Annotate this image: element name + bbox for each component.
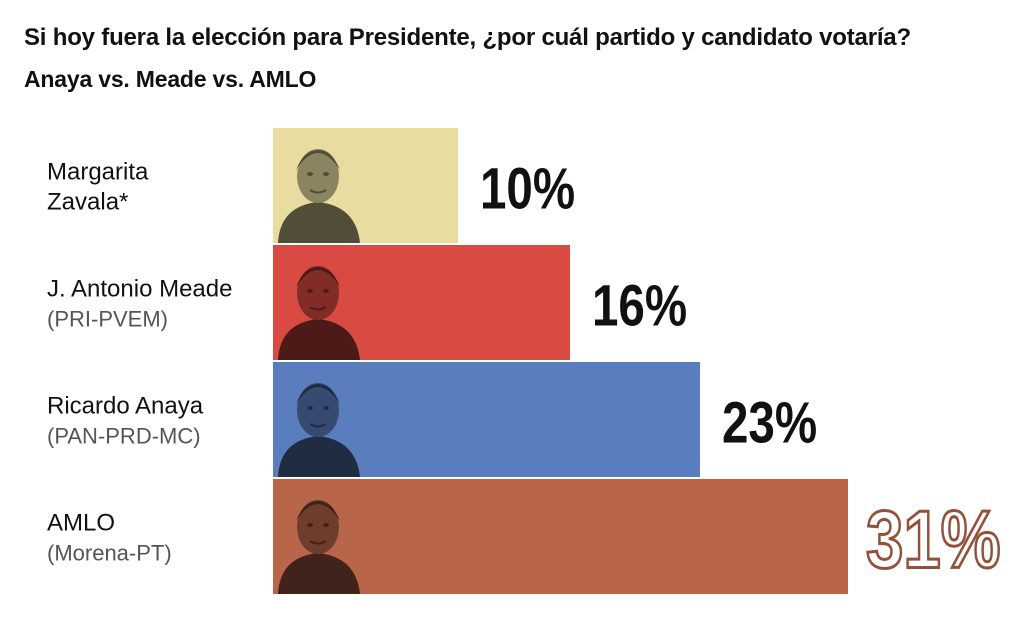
candidate-party: (PAN-PRD-MC) — [47, 424, 201, 449]
candidate-name: J. Antonio Meade — [47, 276, 232, 303]
candidate-party: (PRI-PVEM) — [47, 307, 168, 332]
candidate-party: (Morena-PT) — [47, 541, 172, 566]
chart-subtitle: Anaya vs. Meade vs. AMLO — [24, 66, 317, 92]
chart-title: Si hoy fuera la elección para Presidente… — [24, 24, 911, 51]
antonio-meade-portrait — [278, 266, 360, 360]
value-label: 16% — [592, 274, 687, 339]
value-label: 23% — [722, 391, 817, 456]
candidate-name: Zavala* — [47, 189, 128, 216]
candidate-name: Margarita — [47, 159, 149, 186]
candidate-name: AMLO — [47, 510, 115, 537]
value-label: 10% — [480, 157, 575, 222]
value-label: 31% — [866, 493, 1001, 585]
ricardo-anaya-portrait — [278, 383, 360, 477]
amlo-portrait — [278, 500, 360, 594]
candidate-name: Ricardo Anaya — [47, 393, 204, 420]
margarita-zavala-portrait — [278, 149, 360, 243]
bar-4 — [273, 479, 848, 594]
